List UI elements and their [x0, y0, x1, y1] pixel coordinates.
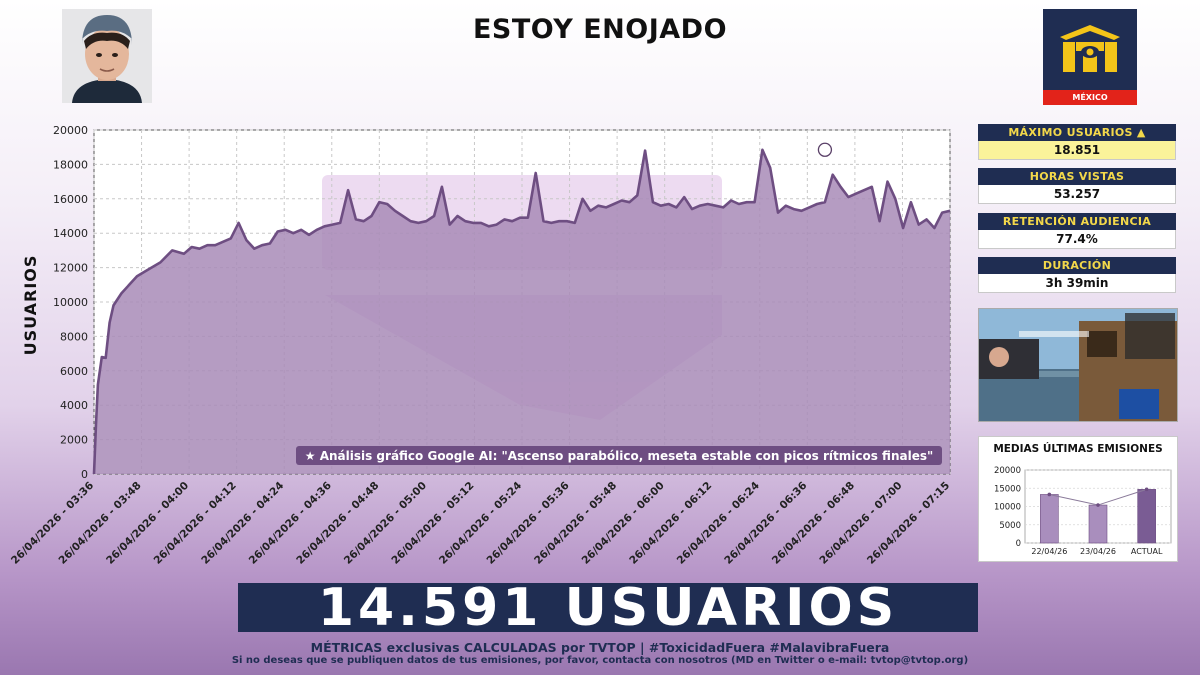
x-tick-label: 26/04/2026 - 06:00 — [580, 480, 667, 567]
stat-label: DURACIÓN — [978, 257, 1176, 274]
x-tick-label: 26/04/2026 - 04:00 — [104, 480, 191, 567]
recent-streams-chart: 0 5000 10000 15000 20000 22/04/26 23/04/26 ACTU… — [994, 466, 1172, 556]
mini-x-tick-label: 23/04/26 — [1080, 547, 1116, 556]
annotation-text: ★ Análisis gráfico Google AI: "Ascenso p… — [305, 449, 933, 463]
x-tick-label: 26/04/2026 - 05:36 — [485, 480, 572, 567]
stat-value: 77.4% — [978, 230, 1176, 249]
y-tick-label: 14000 — [53, 227, 88, 240]
stat-retention: RETENCIÓN AUDIENCIA 77.4% — [978, 213, 1176, 249]
mini-trend-point — [1096, 503, 1100, 507]
x-tick-label: 26/04/2026 - 04:12 — [152, 480, 239, 567]
x-tick-label: 26/04/2026 - 04:48 — [294, 480, 381, 567]
stat-label: MÁXIMO USUARIOS ▲ — [978, 124, 1176, 141]
viewers-chart: 0 2000 4000 6000 8000 10000 12000 14000 16000 180… — [0, 120, 965, 580]
ai-annotation: ★ Análisis gráfico Google AI: "Ascenso p… — [296, 446, 942, 465]
x-tick-label: 26/04/2026 - 06:24 — [675, 480, 762, 567]
x-tick-label: 26/04/2026 - 04:36 — [247, 480, 334, 567]
x-tick-label: 26/04/2026 - 06:12 — [627, 480, 714, 567]
y-tick-label: 6000 — [60, 365, 88, 378]
mini-bar — [1088, 504, 1108, 544]
y-tick-label: 4000 — [60, 399, 88, 412]
mini-chart-title: MEDIAS ÚLTIMAS EMISIONES — [993, 443, 1163, 455]
mini-y-tick-label: 20000 — [994, 466, 1021, 476]
x-tick-label: 26/04/2026 - 03:48 — [57, 480, 144, 567]
mini-y-tick-label: 0 — [1016, 539, 1021, 549]
mini-y-tick-label: 5000 — [999, 521, 1021, 531]
mini-bar — [1137, 489, 1156, 544]
annotation-box — [296, 446, 942, 465]
mini-y-tick-label: 10000 — [994, 503, 1021, 513]
mini-x-tick-label: ACTUAL — [1131, 547, 1163, 556]
logo-country-label: MÉXICO — [1043, 90, 1137, 105]
stat-max-users: MÁXIMO USUARIOS ▲ 18.851 — [978, 124, 1176, 160]
y-tick-label: 10000 — [53, 296, 88, 309]
x-tick-label: 26/04/2026 - 05:24 — [437, 480, 524, 567]
mini-bar — [1040, 494, 1059, 544]
mini-y-tick-label: 15000 — [994, 484, 1021, 494]
x-tick-label: 26/04/2026 - 04:24 — [199, 480, 286, 567]
x-tick-label: 26/04/2026 - 05:48 — [532, 480, 619, 567]
y-tick-label: 18000 — [53, 158, 88, 171]
stat-duration: DURACIÓN 3h 39min — [978, 257, 1176, 293]
stream-thumbnail — [978, 308, 1178, 422]
stat-label: HORAS VISTAS — [978, 168, 1176, 185]
series-line — [92, 148, 951, 475]
x-tick-label: 26/04/2026 - 05:00 — [342, 480, 429, 567]
recent-streams-panel: MEDIAS ÚLTIMAS EMISIONES 0 5000 10000 15000… — [978, 436, 1178, 562]
y-tick-label: 8000 — [60, 330, 88, 343]
stat-value: 18.851 — [978, 141, 1176, 160]
x-tick-label: 26/04/2026 - 07:15 — [865, 480, 952, 567]
stat-hours-watched: HORAS VISTAS 53.257 — [978, 168, 1176, 204]
mini-trend-point — [1144, 487, 1149, 492]
y-tick-label: 16000 — [53, 193, 88, 206]
x-tick-label: 26/04/2026 - 05:12 — [389, 480, 476, 567]
streamer-avatar — [62, 9, 152, 103]
current-viewers-count: 14.591 USUARIOS — [238, 582, 978, 634]
series-area — [94, 149, 950, 475]
y-tick-label: 20000 — [53, 124, 88, 137]
footer-credits: MÉTRICAS exclusivas CALCULADAS por TVTOP… — [310, 640, 890, 655]
tvtop-logo: MÉXICO — [1043, 9, 1137, 105]
footer-contact: Si no deseas que se publiquen datos de t… — [231, 655, 969, 666]
stat-value: 3h 39min — [978, 274, 1176, 293]
page-title: ESTOY ENOJADO — [472, 14, 728, 45]
stat-label: RETENCIÓN AUDIENCIA — [978, 213, 1176, 230]
mini-trend-point — [1047, 492, 1052, 497]
stat-value: 53.257 — [978, 185, 1176, 204]
x-tick-label: 26/04/2026 - 06:36 — [722, 480, 809, 567]
y-tick-label: 12000 — [53, 262, 88, 275]
y-axis-label: USUARIOS — [21, 255, 40, 356]
peak-marker — [817, 142, 833, 157]
x-tick-label: 26/04/2026 - 07:00 — [817, 480, 904, 567]
x-tick-label: 26/04/2026 - 06:48 — [770, 480, 857, 567]
x-tick-label: 26/04/2026 - 03:36 — [9, 480, 96, 567]
mini-x-tick-label: 22/04/26 — [1031, 547, 1067, 556]
y-tick-label: 0 — [81, 468, 88, 481]
y-tick-label: 2000 — [60, 434, 88, 447]
